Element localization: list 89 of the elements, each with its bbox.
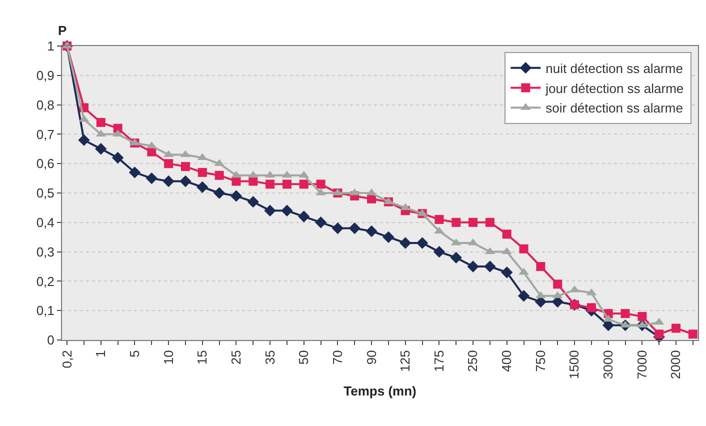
point [553,280,562,289]
x-tick-label: 7000 [634,350,650,380]
x-tick-label: 90 [364,350,379,365]
point [672,324,681,333]
point [518,290,530,302]
point [519,244,528,254]
y-tick-label: 0,2 [36,274,54,289]
y-tick-label: 0,8 [36,97,54,112]
point [96,118,106,127]
point [316,180,326,189]
y-tick-label: 0,9 [36,68,54,83]
y-tick-label: 0,6 [36,156,54,172]
point [299,180,308,189]
point [434,214,444,224]
point [638,312,647,321]
point [452,218,461,227]
x-tick-label: 25 [228,350,244,365]
point [147,147,156,156]
point [196,181,208,193]
x-tick-label: 35 [262,350,278,365]
point [78,134,90,146]
point [162,175,174,188]
point [247,196,259,208]
point [400,237,412,249]
point [620,309,630,318]
point [484,260,496,272]
point [382,231,394,243]
point [298,210,310,222]
y-tick-label: 1 [47,38,54,54]
point [180,175,192,188]
legend-label: soir détection ss alarme [546,100,683,116]
point [536,262,546,271]
point [231,170,242,178]
point [282,180,292,189]
x-tick-label: 125 [398,350,413,372]
x-tick-label: 70 [330,350,345,365]
point [366,225,378,238]
point [314,216,327,228]
point [213,187,226,199]
y-tick-label: 0,1 [36,303,54,318]
point [518,268,529,275]
point [433,246,446,258]
point [128,166,141,178]
point [332,222,344,234]
x-tick-label: 175 [431,350,446,372]
point [348,222,360,234]
point [450,252,462,264]
point [416,237,428,249]
point [485,218,494,227]
x-tick-label: 400 [499,350,514,372]
point [467,260,479,272]
point [95,143,107,155]
point [180,162,190,172]
point [266,180,275,189]
x-tick-label: 1 [93,350,108,358]
y-tick-label: 0,5 [36,186,54,201]
point [586,303,596,312]
legend-label: jour détection ss alarme [544,80,684,96]
x-tick-label: 750 [532,350,548,372]
x-tick-label: 15 [194,350,210,365]
point [164,159,174,168]
y-axis-title: P [58,23,67,38]
x-tick-label: 1500 [566,350,582,380]
y-tick-label: 0,7 [36,126,54,142]
x-axis-title: Temps (mn) [344,384,416,399]
point [468,218,478,227]
x-tick-label: 5 [126,350,142,358]
point [281,204,293,216]
y-tick-label: 0,3 [36,244,54,260]
point [230,190,242,202]
x-tick-label: 50 [296,350,312,365]
x-tick-label: 0,2 [59,350,74,368]
point [214,170,224,180]
point [501,266,513,278]
point [620,320,630,328]
x-tick-label: 3000 [600,350,616,380]
y-tick-label: 0 [47,332,54,348]
point [146,172,158,184]
legend-label: nuit détection ss alarme [546,60,683,76]
point [502,230,512,239]
point [112,152,124,164]
y-tick-label: 0,4 [36,214,54,230]
x-tick-label: 250 [465,350,480,372]
point [264,204,276,216]
point [198,168,207,177]
point [654,330,664,339]
x-tick-label: 10 [160,350,176,365]
point [688,330,698,339]
x-tick-label: 2000 [668,350,684,380]
